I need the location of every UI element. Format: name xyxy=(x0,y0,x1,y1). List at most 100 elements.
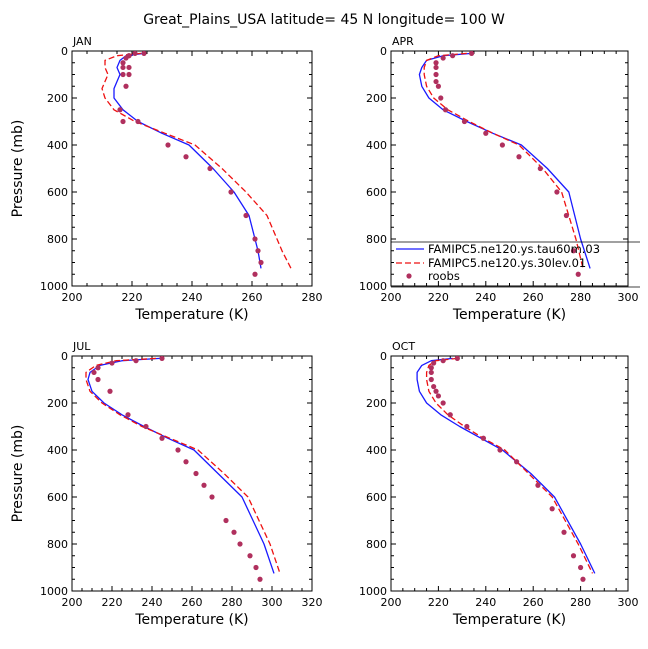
x-axis-label: Temperature (K) xyxy=(452,612,566,628)
series-group xyxy=(101,51,292,277)
roobs-point xyxy=(120,118,126,125)
series-line-tau60m xyxy=(113,52,262,269)
roobs-point xyxy=(468,51,475,56)
x-tick-label: 220 xyxy=(428,596,449,609)
series-line-30lev xyxy=(85,357,281,574)
x-tick-label: 240 xyxy=(475,596,496,609)
y-tick-label: 600 xyxy=(366,186,387,199)
roobs-point xyxy=(464,423,470,430)
y-tick-label: 400 xyxy=(366,444,387,457)
roobs-point xyxy=(165,142,171,148)
x-tick-label: 220 xyxy=(102,596,123,609)
roobs-point xyxy=(253,564,259,571)
roobs-point xyxy=(193,470,199,477)
y-tick-label: 600 xyxy=(47,491,68,504)
x-tick-label: 220 xyxy=(122,291,143,304)
roobs-point xyxy=(433,388,439,394)
panel-label: OCT xyxy=(392,340,415,353)
roobs-point xyxy=(514,459,520,465)
roobs-point xyxy=(247,553,253,559)
roobs-point xyxy=(120,60,126,66)
x-tick-label: 260 xyxy=(523,596,544,609)
roobs-point xyxy=(428,376,434,383)
roobs-point xyxy=(223,517,229,524)
roobs-point xyxy=(440,400,446,406)
roobs-point xyxy=(109,360,115,366)
legend-label: FAMIPC5.ne120.ys.30lev.01 xyxy=(428,256,586,270)
roobs-point xyxy=(483,130,489,136)
roobs-point xyxy=(125,412,131,418)
roobs-point xyxy=(95,376,101,383)
y-tick-label: 800 xyxy=(366,538,387,551)
roobs-point xyxy=(231,529,237,535)
roobs-point xyxy=(433,64,439,71)
y-tick-label: 1000 xyxy=(40,280,68,293)
y-axis-label: Pressure (mb) xyxy=(10,425,26,523)
y-tick-label: 0 xyxy=(380,45,387,58)
roobs-point xyxy=(117,107,123,113)
legend: FAMIPC5.ne120.ys.tau60m.03FAMIPC5.ne120.… xyxy=(391,241,640,288)
roobs-point xyxy=(257,576,263,582)
roobs-point xyxy=(159,356,165,361)
plot-frame xyxy=(71,50,313,287)
x-tick-label: 280 xyxy=(222,596,243,609)
y-tick-label: 400 xyxy=(47,139,68,152)
roobs-point xyxy=(580,576,586,582)
roobs-point xyxy=(255,248,261,254)
y-tick-label: 0 xyxy=(380,350,387,363)
roobs-point xyxy=(454,356,460,361)
series-line-tau60m xyxy=(418,52,591,269)
x-tick-label: 200 xyxy=(381,596,402,609)
roobs-point xyxy=(578,564,584,571)
roobs-point xyxy=(228,189,234,195)
legend-dot-symbol xyxy=(406,273,412,279)
roobs-point xyxy=(428,365,434,371)
roobs-point xyxy=(563,212,569,219)
y-tick-label: 600 xyxy=(47,186,68,199)
roobs-point xyxy=(126,53,132,59)
panel-label: JAN xyxy=(72,35,92,48)
x-tick-label: 320 xyxy=(302,596,323,609)
roobs-point xyxy=(431,360,437,366)
roobs-point xyxy=(120,64,126,71)
series-line-30lev xyxy=(425,357,594,574)
roobs-point xyxy=(252,271,258,277)
panel-label: JUL xyxy=(72,340,91,353)
roobs-point xyxy=(440,55,446,61)
roobs-point xyxy=(431,383,437,390)
y-tick-label: 0 xyxy=(61,350,68,363)
y-tick-label: 0 xyxy=(61,45,68,58)
series-line-tau60m xyxy=(87,357,275,574)
roobs-point xyxy=(461,118,468,125)
y-tick-label: 400 xyxy=(366,139,387,152)
x-tick-label: 280 xyxy=(570,291,591,304)
x-tick-label: 260 xyxy=(182,596,203,609)
x-tick-label: 200 xyxy=(62,596,83,609)
x-tick-label: 300 xyxy=(262,596,283,609)
roobs-point xyxy=(561,529,567,535)
panel-oct: 200 220 240 260 280 300 0 200 400 600 800 1000 Tempe… xyxy=(359,340,639,628)
series-line-30lev xyxy=(423,52,584,269)
roobs-point xyxy=(95,365,101,371)
y-tick-label: 200 xyxy=(47,92,68,105)
roobs-point xyxy=(141,51,147,56)
roobs-point xyxy=(516,154,522,160)
roobs-point xyxy=(135,118,141,125)
roobs-point xyxy=(201,482,207,488)
roobs-point xyxy=(207,165,213,172)
roobs-point xyxy=(433,78,439,85)
roobs-point xyxy=(450,53,456,59)
y-tick-label: 1000 xyxy=(359,585,387,598)
legend-label: FAMIPC5.ne120.ys.tau60m.03 xyxy=(428,242,600,256)
panel-label: APR xyxy=(392,35,414,48)
x-tick-label: 240 xyxy=(475,291,496,304)
series-group xyxy=(416,356,596,582)
panel-jul: 200 220 240 260 280 300 320 0 200 400 600 800 1000 Te… xyxy=(10,340,323,628)
roobs-point xyxy=(435,83,441,89)
roobs-point xyxy=(183,459,189,465)
x-tick-label: 280 xyxy=(570,596,591,609)
roobs-point xyxy=(126,71,132,78)
roobs-point xyxy=(237,541,243,547)
roobs-point xyxy=(447,412,453,418)
